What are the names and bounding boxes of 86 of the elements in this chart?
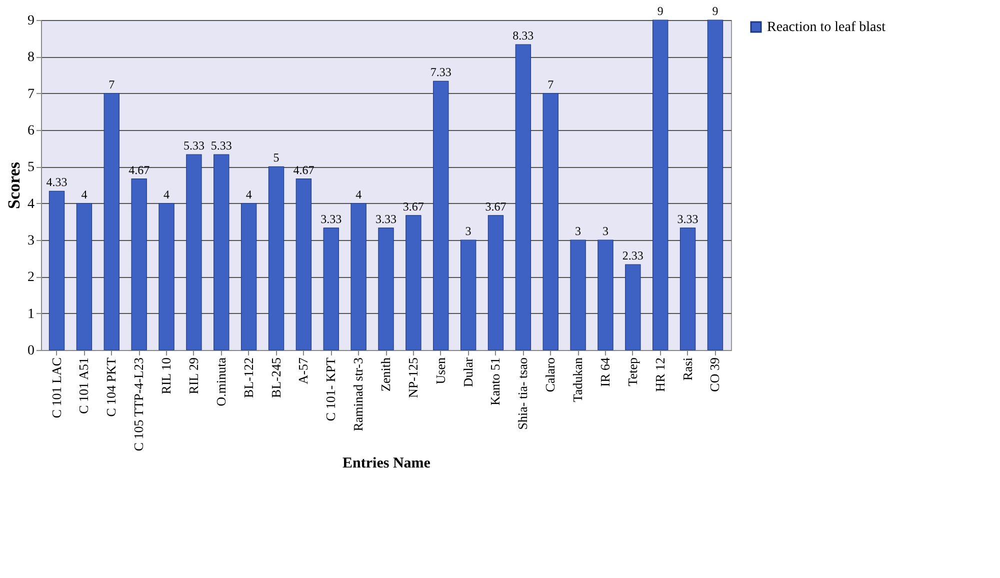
- data-label: 4: [246, 187, 252, 202]
- data-label: 5: [273, 150, 280, 165]
- y-tick-label: 0: [28, 344, 34, 358]
- x-tick-label: Calaro: [542, 358, 558, 392]
- x-tick-label: Kanto 51: [488, 358, 503, 406]
- x-tick-label: BL-122: [240, 358, 256, 398]
- y-tick-label: 4: [28, 196, 34, 212]
- x-tick-label: Shia- tia- tsao: [515, 358, 530, 430]
- bar: [652, 20, 668, 350]
- data-label: 3.67: [402, 199, 424, 214]
- bar: [707, 20, 724, 350]
- bar: [48, 190, 65, 350]
- bar: [598, 240, 614, 350]
- data-label: 3.33: [677, 212, 698, 226]
- bar: [296, 178, 312, 350]
- y-tick-label: 2: [28, 270, 34, 286]
- bar: [433, 80, 449, 350]
- x-tick-label: A-57: [296, 357, 311, 384]
- x-tick-label: Usen: [432, 357, 448, 384]
- bar: [158, 203, 174, 350]
- data-label: 2.33: [622, 248, 644, 263]
- bar: [268, 166, 284, 350]
- bar: [378, 228, 394, 350]
- bar: [131, 178, 147, 350]
- x-tick-label: CO 39: [707, 358, 722, 392]
- bar: [214, 154, 230, 350]
- y-tick-label: 3: [28, 234, 34, 248]
- y-tick-label: 7: [28, 86, 34, 102]
- data-label: 5.33: [183, 138, 204, 153]
- x-tick-label: IR 64: [597, 357, 612, 387]
- data-label: 3.33: [320, 212, 342, 226]
- x-tick-label: C 105 TTP-4-L23: [131, 358, 146, 452]
- x-tick-label: NP-125: [405, 358, 420, 398]
- x-axis-title: Entries Name: [342, 455, 431, 472]
- data-label: 3.67: [485, 199, 506, 214]
- x-tick-label: RIL 10: [158, 358, 174, 394]
- x-tick-label: C 104 PKT: [104, 357, 119, 417]
- x-tick-label: BL-245: [268, 358, 284, 398]
- y-tick-label: 5: [28, 160, 34, 176]
- x-tick-label: Tetep: [624, 358, 640, 386]
- bar: [488, 215, 504, 350]
- bar: [406, 215, 422, 350]
- data-label: 3.33: [376, 212, 396, 226]
- data-label: 4.33: [46, 175, 68, 190]
- bar: [680, 228, 696, 350]
- x-tick-label: HR 12: [652, 358, 668, 392]
- bar: [104, 93, 120, 350]
- x-tick-label: Raminad str-3: [350, 358, 366, 432]
- x-tick-label: RIL 29: [186, 358, 201, 394]
- data-label: 7: [548, 77, 554, 92]
- legend-label: Reaction to leaf blast: [767, 20, 886, 35]
- y-axis-title: Scores: [4, 162, 24, 209]
- bar: [240, 203, 257, 350]
- bar: [350, 203, 366, 350]
- y-tick-label: 9: [28, 14, 34, 28]
- bar: [625, 264, 641, 350]
- data-label: 9: [657, 4, 664, 18]
- x-tick-label: C 101 LAC: [48, 358, 64, 418]
- x-tick-label: Dular: [460, 356, 476, 388]
- bar: [76, 203, 92, 350]
- data-label: 3: [575, 224, 582, 238]
- data-label: 4: [356, 187, 362, 202]
- y-tick-label: 8: [28, 50, 34, 66]
- bar: [460, 240, 476, 350]
- bar: [515, 44, 532, 350]
- y-tick-label: 1: [28, 306, 34, 322]
- bar: [323, 228, 339, 350]
- data-label: 3: [465, 224, 472, 238]
- data-label: 7: [108, 77, 115, 92]
- bar: [570, 240, 586, 350]
- data-label: 9: [712, 4, 718, 18]
- x-tick-label: C 101- KPT: [323, 357, 338, 422]
- x-tick-label: C 101 A51: [76, 358, 92, 414]
- data-label: 5.33: [210, 138, 232, 153]
- data-label: 7.33: [430, 65, 452, 80]
- x-tick-label: O.minuta: [213, 357, 228, 406]
- bar: [186, 154, 202, 350]
- data-label: 8.33: [512, 28, 534, 43]
- x-tick-label: Zenith: [378, 357, 393, 392]
- y-tick-label: 6: [28, 124, 34, 138]
- data-label: 4: [81, 187, 88, 202]
- data-label: 3: [602, 224, 608, 238]
- data-label: 4: [164, 187, 170, 202]
- x-tick-label: Rasi: [680, 357, 695, 381]
- bar: [542, 93, 558, 350]
- x-tick-label: Tadukan: [570, 357, 586, 402]
